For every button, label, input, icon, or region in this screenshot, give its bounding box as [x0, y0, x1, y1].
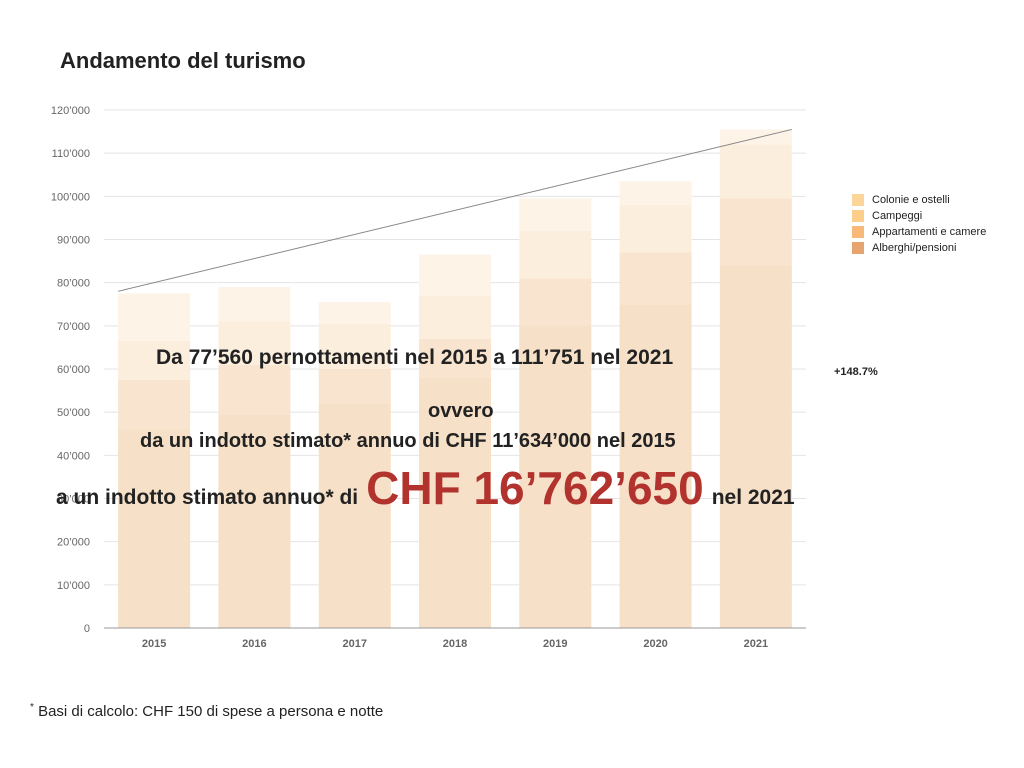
bar-segment — [719, 129, 792, 145]
y-tick-label: 20’000 — [57, 537, 90, 549]
y-tick-label: 0 — [84, 623, 90, 635]
footnote: * Basi di calcolo: CHF 150 di spese a pe… — [30, 702, 383, 720]
y-tick-label: 90’000 — [57, 235, 90, 247]
y-tick-label: 50’000 — [57, 407, 90, 419]
revenue-2021-annotation: a un indotto stimato annuo* di CHF 16’76… — [56, 465, 795, 511]
bar-segment — [719, 265, 792, 628]
legend-item: Colonie e ostelli — [852, 192, 986, 208]
legend-item: Alberghi/pensioni — [852, 240, 986, 256]
y-tick-label: 40’000 — [57, 450, 90, 462]
bars — [118, 129, 792, 628]
legend-swatch — [852, 242, 864, 254]
growth-annotation: +148.7% — [834, 366, 878, 378]
bar-segment — [419, 295, 491, 339]
y-tick-label: 120’000 — [51, 105, 90, 117]
revenue-2021-suffix: nel 2021 — [711, 486, 795, 509]
footnote-mark: * — [30, 702, 34, 713]
bar-segment — [118, 429, 191, 628]
legend-label: Appartamenti e camere — [872, 226, 987, 238]
bar-segment — [318, 369, 391, 404]
x-tick-label: 2020 — [643, 638, 667, 650]
bar-segment — [519, 198, 592, 231]
x-tick-label: 2015 — [142, 638, 166, 650]
bar-segment — [519, 278, 592, 326]
trend-line-group — [118, 128, 792, 292]
legend-item: Campeggi — [852, 208, 986, 224]
revenue-2021-prefix: a un indotto stimato annuo* di — [56, 486, 359, 509]
bar-segment — [619, 204, 692, 253]
y-tick-label: 100’000 — [51, 191, 90, 203]
footnote-text: Basi di calcolo: CHF 150 di spese a pers… — [33, 703, 384, 720]
overnight-stays-annotation: Da 77’560 pernottamenti nel 2015 a 111’7… — [156, 346, 674, 369]
bar-segment — [719, 198, 792, 266]
bar-segment — [218, 286, 291, 322]
bar-segment — [118, 293, 191, 341]
legend-label: Colonie e ostelli — [872, 194, 950, 206]
legend-label: Campeggi — [872, 210, 923, 222]
bar-segment — [419, 254, 491, 296]
x-tick-label: 2019 — [543, 638, 567, 650]
bar-segment — [419, 377, 491, 628]
legend-swatch — [852, 194, 864, 206]
bar-segment — [318, 403, 391, 628]
bar-segment — [519, 230, 592, 279]
bar-segment — [619, 252, 692, 305]
trend-line — [118, 128, 792, 292]
bar-segment — [519, 325, 592, 628]
bar-segment — [619, 304, 692, 628]
x-tick-label: 2016 — [242, 638, 266, 650]
bar-segment — [218, 321, 291, 365]
x-tick-label: 2017 — [342, 638, 366, 650]
bar-segment — [118, 340, 191, 380]
bar-segment — [619, 181, 692, 205]
axes: 0 10’000 20’000 30’000 40’000 50’000 60’000 70’… — [51, 105, 806, 650]
legend-swatch — [852, 226, 864, 238]
y-tick-label: 30’000 — [57, 494, 90, 506]
bar-segment — [318, 323, 391, 369]
y-tick-label: 70’000 — [57, 321, 90, 333]
x-tick-label: 2018 — [443, 638, 467, 650]
revenue-2021-amount: CHF 16’762’650 — [366, 462, 704, 514]
x-tick-label: 2021 — [744, 638, 768, 650]
y-tick-label: 110’000 — [52, 148, 90, 160]
revenue-2015-annotation: da un indotto stimato* annuo di CHF 11’6… — [140, 430, 676, 452]
y-tick-label: 60’000 — [57, 364, 90, 376]
legend: Colonie e ostelli Campeggi Appartamenti … — [852, 192, 986, 256]
y-tick-label: 10’000 — [57, 580, 90, 592]
y-tick-label: 80’000 — [57, 278, 90, 290]
bar-segment — [719, 144, 792, 199]
bar-segment — [118, 379, 191, 430]
legend-label: Alberghi/pensioni — [872, 242, 957, 254]
legend-swatch — [852, 210, 864, 222]
connector-annotation: ovvero — [428, 400, 494, 422]
bar-segment — [218, 364, 291, 415]
bar-segment — [318, 302, 391, 324]
bar-segment — [419, 338, 491, 378]
legend-item: Appartamenti e camere — [852, 224, 986, 240]
bar-segment — [218, 414, 291, 628]
chart-title: Andamento del turismo — [60, 48, 306, 73]
